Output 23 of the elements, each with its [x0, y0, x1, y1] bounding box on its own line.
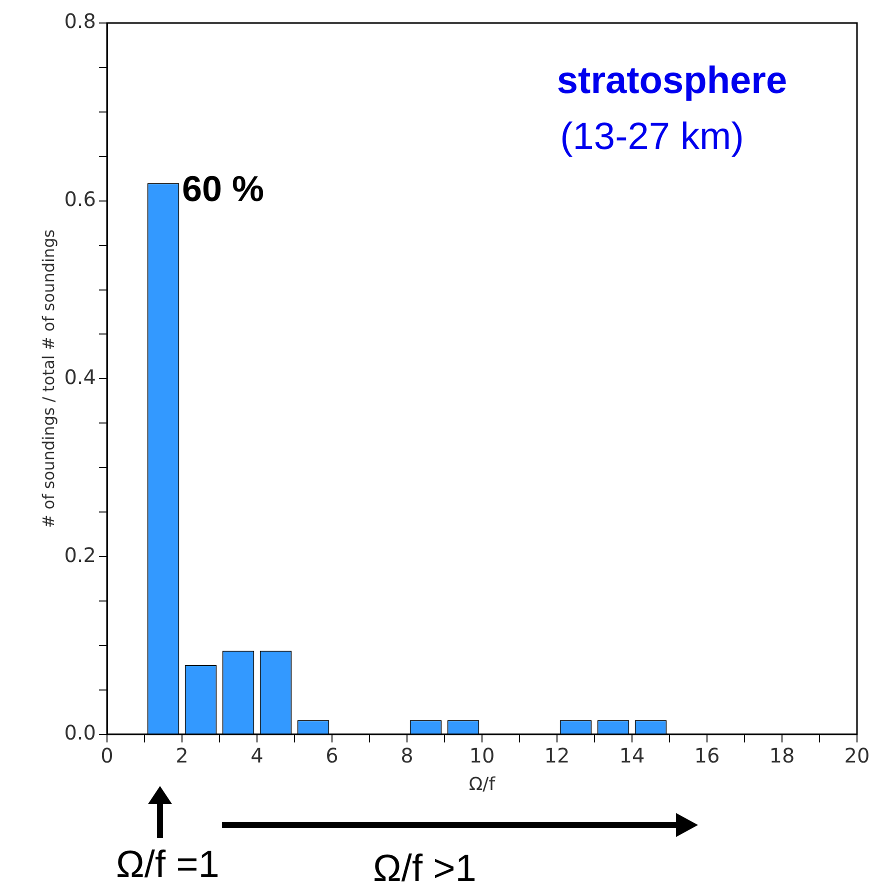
y-tick-label: 0.4	[64, 364, 96, 389]
x-tick-label: 6	[326, 744, 338, 768]
y-tick-label: 0.2	[64, 542, 96, 567]
x-tick-label: 18	[769, 744, 795, 768]
y-tick-label: 0.0	[64, 720, 96, 745]
annotation: 60 %	[182, 168, 264, 209]
text: (13-27 km)	[560, 116, 744, 158]
y-tick-label: 0.8	[64, 9, 96, 34]
x-tick-label: 2	[176, 744, 188, 768]
x-tick-label: 16	[694, 744, 720, 768]
y-tick-label: 0.6	[64, 187, 96, 212]
text: stratosphere	[556, 60, 788, 102]
x-tick-label: 4	[250, 744, 264, 768]
x-tick-label: 20	[844, 744, 870, 768]
x-tick-label: 8	[400, 744, 414, 768]
text: Ω/f >1	[373, 848, 476, 883]
text: Ω/f =1	[116, 844, 220, 883]
x-tick-label: 0	[100, 744, 114, 768]
y-axis-title: # of soundings / total # of soundings	[38, 229, 58, 528]
x-tick-label: 12	[544, 744, 570, 768]
x-axis-title: Ω/f	[468, 774, 496, 795]
x-tick-label: 10	[469, 744, 495, 768]
x-tick-label: 14	[619, 744, 645, 768]
